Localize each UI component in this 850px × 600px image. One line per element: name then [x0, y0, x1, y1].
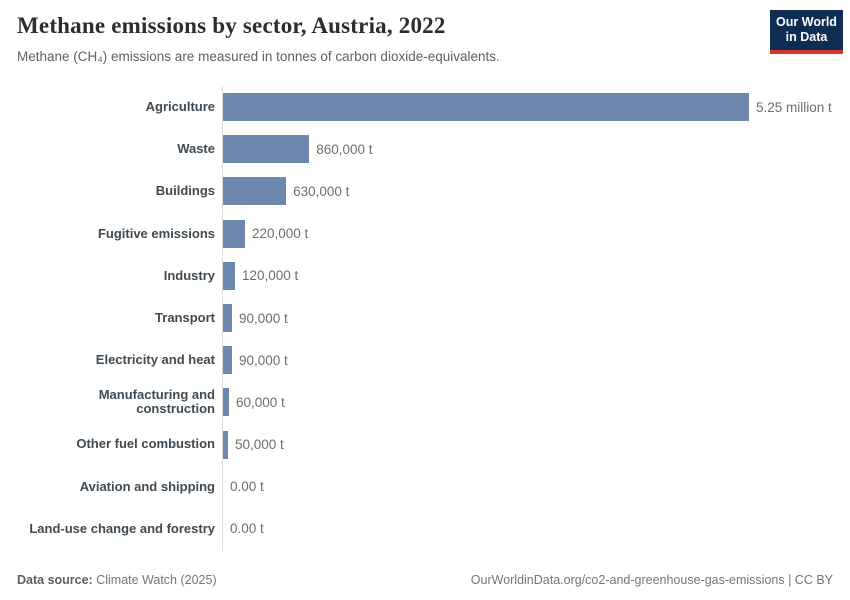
category-label: Transport	[155, 309, 215, 325]
value-label: 90,000 t	[239, 310, 288, 326]
category-label: Industry	[163, 267, 215, 283]
value-label: 630,000 t	[293, 183, 350, 199]
chart-row: Other fuel combustion 50,000 t	[17, 423, 833, 466]
category-label: Land-use change and forestry	[29, 520, 215, 536]
owid-logo[interactable]: Our World in Data	[770, 10, 843, 54]
owid-logo-line1: Our World	[776, 15, 837, 29]
bar[interactable]	[223, 219, 245, 248]
chart-row: Fugitive emissions 220,000 t	[17, 212, 833, 255]
bar-area: 5.25 million t	[222, 86, 833, 129]
category-label: Buildings	[155, 183, 215, 199]
category-label: Agriculture	[145, 98, 215, 114]
value-label: 0.00 t	[230, 521, 264, 537]
chart-subtitle: Methane (CH₄) emissions are measured in …	[17, 49, 500, 64]
owid-logo-line2: in Data	[785, 30, 828, 44]
bar-area: 860,000 t	[222, 128, 833, 171]
category-label: Fugitive emissions	[97, 225, 215, 241]
bar-area: 220,000 t	[222, 212, 833, 255]
bar-area: 120,000 t	[222, 254, 833, 297]
category-label: Other fuel combustion	[76, 436, 215, 452]
value-label: 860,000 t	[316, 141, 373, 157]
bar-area: 630,000 t	[222, 170, 833, 213]
category-label: Waste	[177, 141, 215, 157]
value-label: 60,000 t	[236, 394, 285, 410]
chart-title: Methane emissions by sector, Austria, 20…	[17, 13, 446, 38]
chart-row: Buildings 630,000 t	[17, 170, 833, 213]
chart-header: Methane emissions by sector, Austria, 20…	[17, 13, 750, 64]
chart-row: Waste 860,000 t	[17, 128, 833, 171]
chart-row: Aviation and shipping 0.00 t	[17, 465, 833, 508]
bar-area: 90,000 t	[222, 339, 833, 382]
bar-area: 0.00 t	[222, 507, 833, 551]
category-label: Manufacturing and construction	[98, 387, 215, 417]
chart-footer: Data source: Climate Watch (2025) OurWor…	[17, 573, 833, 587]
bar-area: 50,000 t	[222, 423, 833, 466]
bar[interactable]	[223, 135, 310, 164]
value-label: 90,000 t	[239, 352, 288, 368]
value-label: 220,000 t	[252, 226, 309, 242]
bar[interactable]	[223, 304, 232, 333]
bar-area: 90,000 t	[222, 296, 833, 340]
data-source-label: Data source:	[17, 573, 93, 587]
value-label: 50,000 t	[235, 437, 284, 453]
bar-area: 60,000 t	[222, 381, 833, 424]
bar-chart: Agriculture 5.25 million t Waste 860,000 t B…	[17, 86, 833, 551]
bar[interactable]	[223, 261, 235, 290]
chart-row: Manufacturing and construction 60,000 t	[17, 381, 833, 424]
bar[interactable]	[223, 346, 232, 375]
chart-row: Land-use change and forestry 0.00 t	[17, 507, 833, 551]
attribution-link[interactable]: OurWorldinData.org/co2-and-greenhouse-ga…	[470, 573, 833, 587]
value-label: 5.25 million t	[756, 99, 832, 115]
bar[interactable]	[223, 388, 229, 417]
chart-row: Industry 120,000 t	[17, 254, 833, 297]
bar[interactable]	[223, 177, 287, 206]
chart-row: Transport 90,000 t	[17, 296, 833, 340]
data-source-value: Climate Watch (2025)	[92, 573, 217, 587]
bar-area: 0.00 t	[222, 465, 833, 508]
bar[interactable]	[223, 430, 228, 459]
value-label: 120,000 t	[242, 268, 299, 284]
category-label: Aviation and shipping	[79, 478, 215, 494]
chart-row: Agriculture 5.25 million t	[17, 86, 833, 129]
chart-row: Electricity and heat 90,000 t	[17, 339, 833, 382]
bar[interactable]	[223, 93, 749, 122]
data-source: Data source: Climate Watch (2025)	[17, 573, 217, 587]
value-label: 0.00 t	[230, 479, 264, 495]
category-label: Electricity and heat	[95, 352, 215, 368]
